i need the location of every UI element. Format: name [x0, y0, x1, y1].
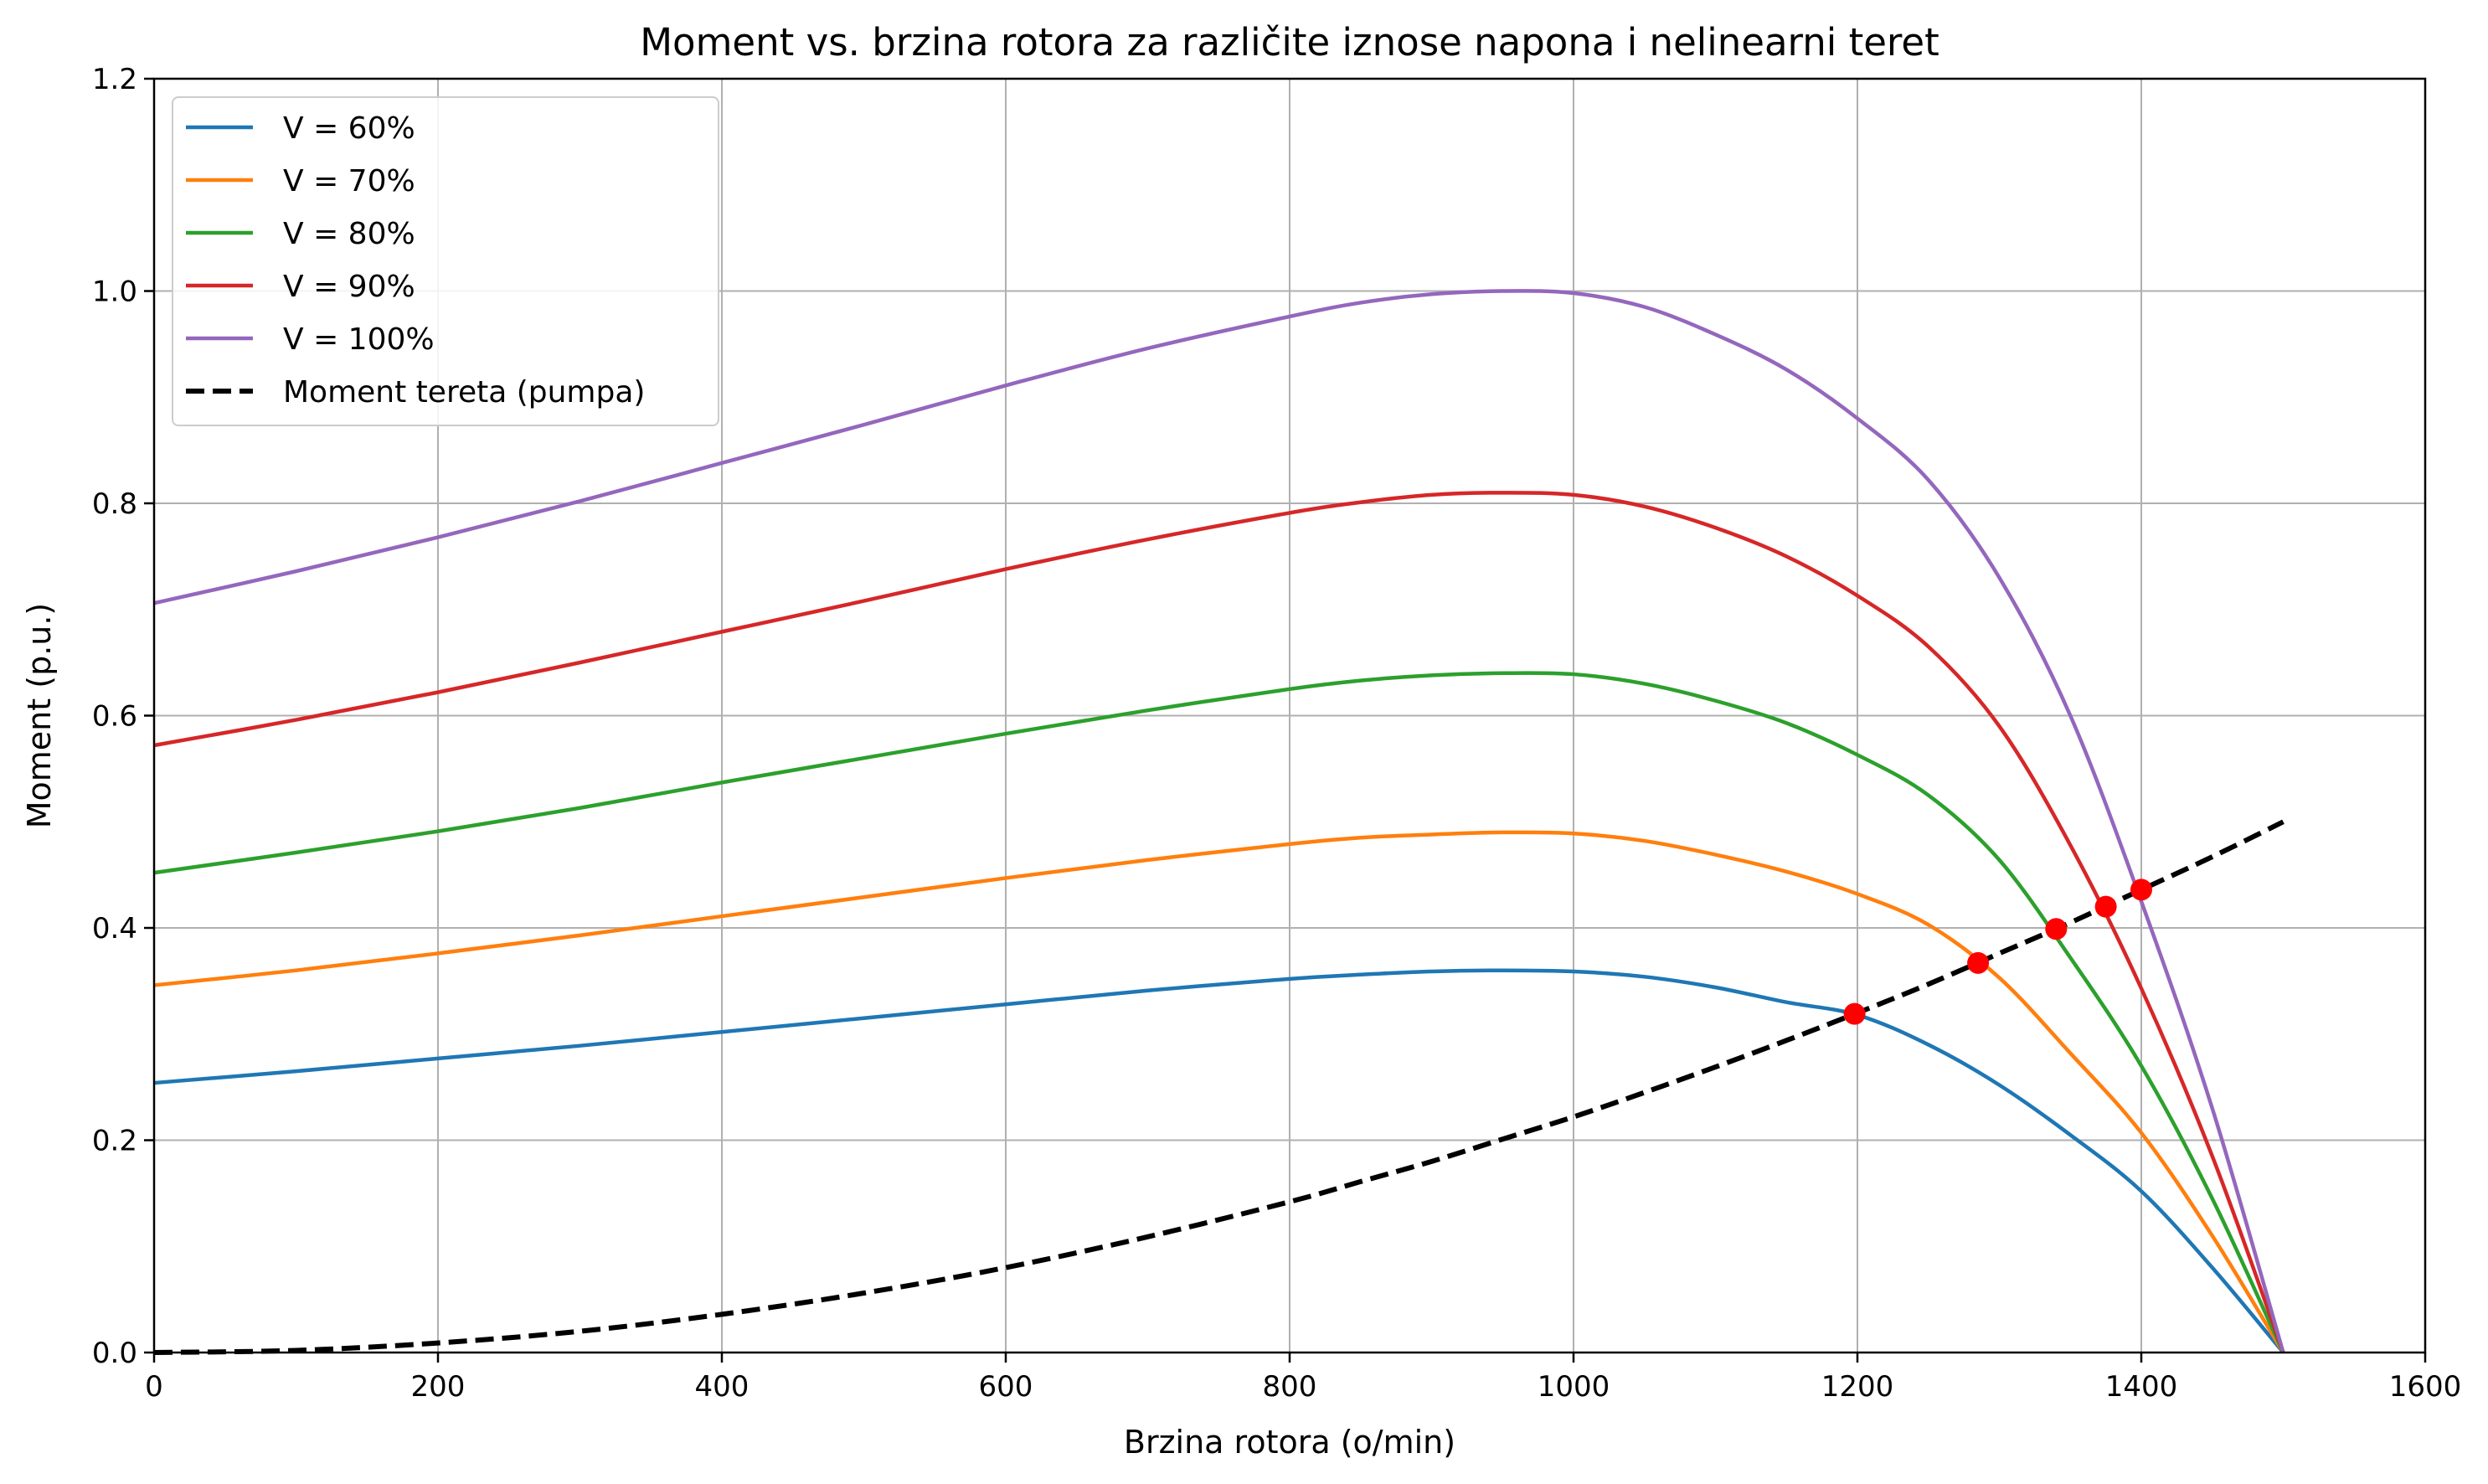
chart-title: Moment vs. brzina rotora za različite iz… [640, 20, 1939, 64]
legend-label: Moment tereta (pumpa) [283, 375, 645, 410]
y-tick-label: 0.0 [92, 1337, 137, 1370]
intersection-points [1843, 879, 2152, 1025]
legend-box [172, 96, 719, 426]
x-tick-label: 1000 [1538, 1370, 1610, 1404]
series-line-5 [153, 819, 2285, 1355]
x-tick-label: 400 [695, 1370, 749, 1404]
x-tick-label: 1200 [1821, 1370, 1894, 1404]
y-tick-label: 1.0 [92, 276, 137, 309]
x-tick-label: 800 [1263, 1370, 1317, 1404]
y-axis-label: Moment (p.u.) [21, 603, 58, 829]
legend-label: V = 60% [283, 111, 415, 146]
legend: V = 60% V = 70% V = 80% V = 90% V = 100% Mome… [172, 96, 719, 426]
y-tick-label: 0.8 [92, 487, 137, 521]
legend-label: V = 80% [283, 217, 415, 251]
y-tick-label: 0.6 [92, 700, 137, 734]
series-line-3 [153, 491, 2285, 1353]
x-tick-label: 1400 [2105, 1370, 2178, 1404]
intersection-point [1843, 1002, 1866, 1025]
x-tick-label: 1600 [2389, 1370, 2462, 1404]
y-tick-label: 1.2 [92, 63, 137, 96]
ticks: 0 200 400 600 800 1000 1200 1400 1600 0.0 0.2 0.4 0.… [92, 63, 2461, 1404]
intersection-point [2045, 918, 2068, 940]
x-tick-label: 200 [411, 1370, 466, 1404]
intersection-point [2094, 895, 2117, 918]
legend-label: V = 70% [283, 164, 415, 198]
x-tick-label: 600 [979, 1370, 1033, 1404]
y-tick-label: 0.2 [92, 1125, 137, 1158]
y-tick-label: 0.4 [92, 912, 137, 946]
series-line-0 [153, 968, 2285, 1354]
intersection-point [2130, 879, 2152, 901]
series-line-1 [153, 830, 2285, 1354]
x-axis-label: Brzina rotora (o/min) [1124, 1424, 1455, 1461]
legend-label: V = 100% [283, 322, 435, 357]
x-tick-label: 0 [145, 1370, 163, 1404]
series-line-4 [153, 289, 2285, 1353]
intersection-point [1967, 951, 1990, 974]
legend-label: V = 90% [283, 270, 415, 304]
